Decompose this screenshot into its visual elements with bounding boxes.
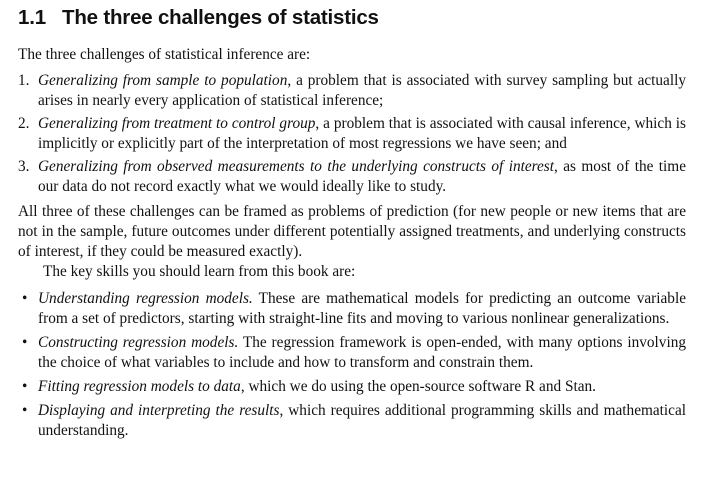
list-marker: 2. xyxy=(18,115,30,132)
section-heading: 1.1 The three challenges of statistics xyxy=(18,4,686,32)
prediction-paragraph: All three of these challenges can be fra… xyxy=(18,203,686,260)
list-item-emphasis: Understanding regression models. xyxy=(38,290,253,307)
bullet-icon: • xyxy=(22,290,28,307)
challenges-list: 1. Generalizing from sample to populatio… xyxy=(18,71,686,197)
list-item: • Constructing regression models. The re… xyxy=(18,333,686,373)
skills-intro: The key skills you should learn from thi… xyxy=(43,263,356,280)
bullet-icon: • xyxy=(22,402,28,419)
skills-list: • Understanding regression models. These… xyxy=(18,289,686,441)
list-item-text: , a problem that is associated with surv… xyxy=(38,72,686,109)
bullet-icon: • xyxy=(22,334,28,351)
list-item-emphasis: Generalizing from sample to population xyxy=(38,72,288,89)
intro-paragraph: The three challenges of statistical infe… xyxy=(18,46,311,63)
list-item-text: The regression framework is open-ended, … xyxy=(38,334,686,371)
list-item-text: , which requires additional programming … xyxy=(38,402,686,439)
list-item: 3. Generalizing from observed measuremen… xyxy=(18,157,686,197)
section-number: 1.1 xyxy=(18,6,46,29)
bullet-icon: • xyxy=(22,378,28,395)
list-item: • Displaying and interpreting the result… xyxy=(18,401,686,441)
list-item: 2. Generalizing from treatment to contro… xyxy=(18,114,686,154)
list-item-emphasis: Generalizing from observed measurements … xyxy=(38,158,555,175)
list-item-text: , which we do using the open-source soft… xyxy=(240,378,596,395)
list-item-text: These are mathematical models for predic… xyxy=(38,290,686,327)
list-item-emphasis: Displaying and interpreting the results xyxy=(38,402,280,419)
list-item-emphasis: Constructing regression models. xyxy=(38,334,239,351)
list-item: • Fitting regression models to data, whi… xyxy=(18,377,686,397)
list-item-text: , as most of the time our data do not re… xyxy=(38,158,686,195)
list-marker: 1. xyxy=(18,72,30,89)
list-item-emphasis: Generalizing from treatment to control g… xyxy=(38,115,316,132)
section-title: The three challenges of statistics xyxy=(62,6,379,29)
list-item-emphasis: Fitting regression models to data xyxy=(38,378,241,395)
page-content: 1.1 The three challenges of statistics Th… xyxy=(18,4,686,445)
list-item-text: , a problem that is associated with caus… xyxy=(38,115,686,152)
list-item: • Understanding regression models. These… xyxy=(18,289,686,329)
list-item: 1. Generalizing from sample to populatio… xyxy=(18,71,686,111)
list-marker: 3. xyxy=(18,158,30,175)
